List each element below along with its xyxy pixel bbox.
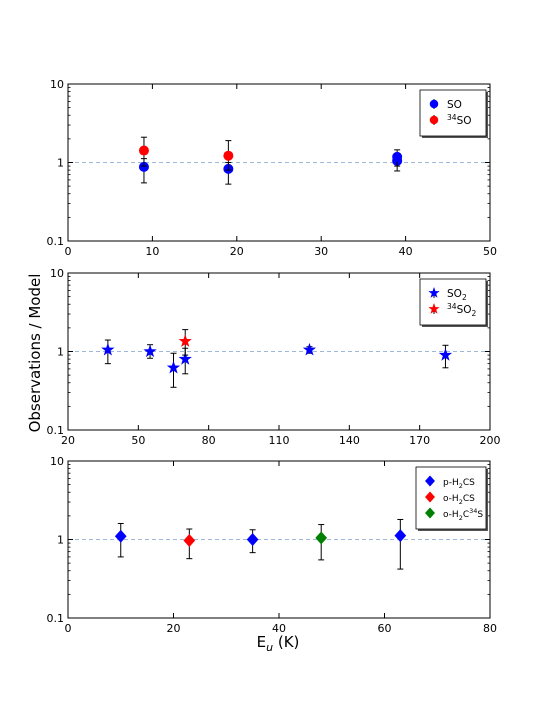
legend-label: p-H2CS <box>443 478 475 490</box>
data-point-star <box>302 342 317 356</box>
legend-label: o-H2C34S <box>443 507 483 522</box>
data-point-circle <box>138 145 149 156</box>
data-point-star <box>166 360 181 374</box>
legend-label: 34SO2 <box>447 302 477 318</box>
x-tick-label: 50 <box>131 434 145 447</box>
legend-label-part: 2 <box>459 514 463 522</box>
y-tick-label: 1 <box>57 534 64 547</box>
legend-marker <box>429 115 439 125</box>
legend-label-part: 34 <box>447 113 457 122</box>
data-point-diamond <box>114 529 127 543</box>
x-axis-label-sub: u <box>266 641 273 654</box>
data-point-diamond <box>394 529 407 543</box>
legend-label-part: 34 <box>447 302 457 311</box>
legend-label-part: SO <box>447 99 462 111</box>
legend-label-part: C <box>463 510 469 520</box>
legend-marker <box>428 287 440 298</box>
legend-label-part: CS <box>463 478 475 488</box>
legend-marker <box>425 475 435 487</box>
x-tick-label: 0 <box>65 245 72 258</box>
legend-marker <box>425 491 435 503</box>
legend-label-part: SO <box>457 115 472 127</box>
y-tick-label: 1 <box>57 346 64 359</box>
legend-label-part: o-H <box>443 510 459 520</box>
y-tick-label: 10 <box>50 78 64 91</box>
legend-label-part: o-H <box>443 494 459 504</box>
y-tick-label: 10 <box>50 267 64 280</box>
legend-label: 34SO <box>447 113 472 127</box>
x-axis-label: Eu (K) <box>257 633 300 654</box>
data-point-diamond <box>246 533 259 546</box>
x-tick-label: 20 <box>230 245 244 258</box>
legend-marker <box>425 507 435 519</box>
x-tick-label: 110 <box>269 434 290 447</box>
x-tick-label: 10 <box>145 245 159 258</box>
data-point-star <box>178 334 192 347</box>
legend-box <box>419 89 487 137</box>
legend-label-part: 2 <box>459 498 463 506</box>
x-tick-label: 80 <box>202 434 216 447</box>
y-tick-label: 1 <box>57 157 64 170</box>
data-point-star <box>438 348 453 361</box>
legend-label-part: SO <box>447 288 462 300</box>
data-point-star <box>101 342 115 356</box>
y-axis-label: Observations / Model <box>26 274 44 433</box>
x-tick-label: 50 <box>483 245 497 258</box>
legend-label-part: S <box>477 510 483 520</box>
plot-frame <box>67 460 491 619</box>
y-tick-label: 10 <box>50 455 64 468</box>
data-point-circle <box>223 150 234 161</box>
x-tick-label: 40 <box>399 245 413 258</box>
x-tick-label: 0 <box>65 622 72 635</box>
x-tick-label: 140 <box>339 434 360 447</box>
x-tick-label: 170 <box>409 434 430 447</box>
x-tick-label: 30 <box>314 245 328 258</box>
x-tick-label: 60 <box>378 622 392 635</box>
data-point-star <box>178 352 192 365</box>
x-tick-label: 20 <box>167 622 181 635</box>
x-tick-label: 20 <box>61 434 75 447</box>
x-axis-label-rest: (K) <box>273 633 299 651</box>
legend-label-part: 34 <box>469 507 477 515</box>
legend-label-part: 2 <box>462 293 467 302</box>
x-tick-label: 200 <box>480 434 501 447</box>
x-tick-label: 40 <box>272 622 286 635</box>
plot-frame <box>67 272 491 431</box>
legend-label: o-H2CS <box>443 494 475 506</box>
legend-label: SO <box>447 99 462 111</box>
y-tick-label: 0.1 <box>47 235 65 248</box>
legend-label-part: CS <box>463 494 475 504</box>
legend-label: SO2 <box>447 288 467 302</box>
data-point-star <box>143 344 157 358</box>
legend-label-part: 2 <box>459 482 463 490</box>
y-tick-label: 0.1 <box>47 612 65 625</box>
legend-box <box>419 278 487 326</box>
data-point-diamond <box>315 531 328 545</box>
legend-label-part: 2 <box>472 309 477 318</box>
data-point-circle <box>138 161 149 172</box>
legend-label-part: SO <box>457 304 472 316</box>
legend-marker <box>429 99 439 109</box>
data-point-diamond <box>183 534 196 548</box>
x-tick-label: 80 <box>483 622 497 635</box>
data-point-circle <box>392 151 403 162</box>
plot-frame <box>67 83 491 242</box>
x-axis-label-main: E <box>257 633 266 651</box>
legend-label-part: p-H <box>443 478 459 488</box>
legend-marker <box>428 303 440 314</box>
y-tick-label: 0.1 <box>47 424 65 437</box>
